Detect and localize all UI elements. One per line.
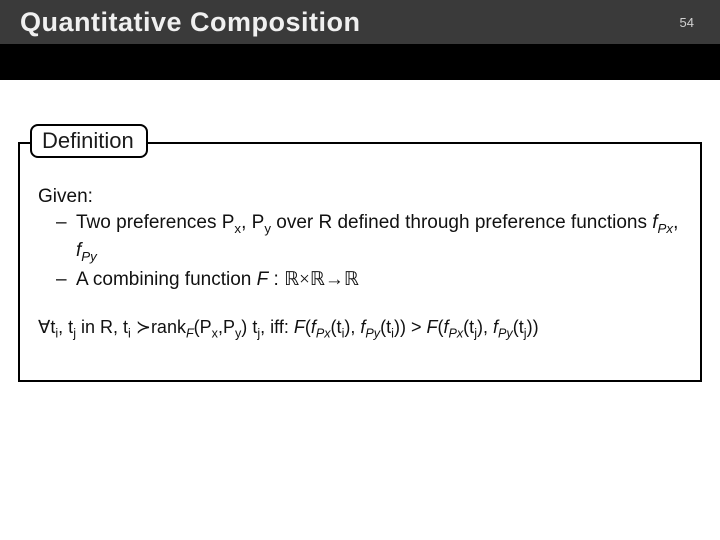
page-number: 54 xyxy=(680,15,694,30)
bullet-combining-fn: A combining function F : ℝ×ℝ→ℝ xyxy=(64,267,682,293)
title-bar: Quantitative Composition 54 xyxy=(0,0,720,44)
rank-definition: ∀ti, tj in R, ti ≻rankF(Px,Py) tj, iff: … xyxy=(38,315,682,343)
black-band xyxy=(0,44,720,80)
definition-box: Definition Given: Two preferences Px, Py… xyxy=(18,142,702,382)
slide-title: Quantitative Composition xyxy=(20,7,361,38)
bullet-preferences: Two preferences Px, Py over R defined th… xyxy=(64,210,682,265)
definition-bullets: Two preferences Px, Py over R defined th… xyxy=(64,210,682,293)
definition-label: Definition xyxy=(30,124,148,158)
given-heading: Given: xyxy=(38,186,682,208)
